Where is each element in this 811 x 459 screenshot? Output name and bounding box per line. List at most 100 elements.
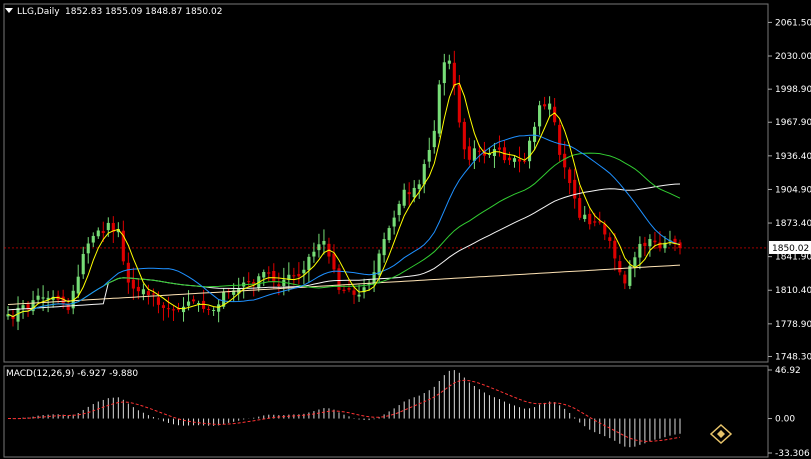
candle-body xyxy=(437,84,441,134)
candle-body xyxy=(6,314,10,317)
candle-body xyxy=(267,272,271,274)
candle-body xyxy=(131,279,135,289)
candle-body xyxy=(507,157,512,161)
chart-frames xyxy=(3,3,769,458)
candle-body xyxy=(191,299,196,302)
candle-body xyxy=(462,121,466,150)
candle-body xyxy=(442,62,446,84)
candle-body xyxy=(66,303,70,311)
candle-body xyxy=(11,315,15,319)
candle-body xyxy=(96,230,100,237)
candle-body xyxy=(628,265,632,286)
candle-body xyxy=(26,304,30,310)
candle-body xyxy=(648,239,652,247)
candle-body xyxy=(61,296,65,304)
candle-body xyxy=(362,287,366,293)
candle-body xyxy=(412,187,416,198)
candle-body xyxy=(588,213,592,225)
candle-body xyxy=(217,304,221,312)
candle-body xyxy=(347,288,351,290)
candle-body xyxy=(457,84,461,123)
candle-body xyxy=(372,272,376,284)
candle-body xyxy=(166,308,171,310)
macd-tick-label: 46.92 xyxy=(775,366,801,376)
candle-body xyxy=(51,296,55,300)
y-tick-label: 1904.90 xyxy=(775,185,811,195)
candle-body xyxy=(573,179,577,199)
candle-body xyxy=(477,150,481,152)
y-tick-label: 1873.40 xyxy=(775,219,811,229)
candle-body xyxy=(417,184,421,189)
candle-body xyxy=(81,253,85,275)
candle-body xyxy=(487,153,491,155)
candle-body xyxy=(207,308,211,310)
candle-body xyxy=(302,269,306,274)
candle-body xyxy=(543,104,547,107)
candle-body xyxy=(392,217,396,227)
sino-sound-diamond-icon xyxy=(709,423,733,445)
candle-body xyxy=(608,237,612,241)
candle-body xyxy=(151,293,155,295)
candle-body xyxy=(367,283,371,286)
current-price-label: 1850.02 xyxy=(772,244,809,254)
candle-body xyxy=(146,291,150,296)
y-tick-label: 1967.90 xyxy=(775,118,811,128)
macd-pane-frame xyxy=(3,365,769,458)
candle-body xyxy=(492,149,497,157)
candle-body xyxy=(613,240,617,259)
y-tick-label: 2030.00 xyxy=(775,52,811,62)
candle-body xyxy=(352,290,356,295)
candle-body xyxy=(21,305,25,309)
macd-tick-label: -33.306 xyxy=(775,449,810,459)
candle-body xyxy=(673,238,677,245)
candle-body xyxy=(558,124,562,155)
ma60-line xyxy=(7,152,681,318)
candle-body xyxy=(46,297,50,300)
candle-body xyxy=(643,242,647,247)
candle-body xyxy=(136,286,140,292)
chart-header: LLG,Daily 1852.83 1855.09 1848.87 1850.0… xyxy=(5,7,222,17)
candle-body xyxy=(382,239,386,256)
candle-body xyxy=(86,243,90,254)
candle-body xyxy=(653,240,657,243)
moving-averages xyxy=(7,82,681,318)
candle-body xyxy=(156,297,161,305)
candle-body xyxy=(287,274,291,280)
candle-body xyxy=(322,240,326,245)
candle-body xyxy=(111,222,115,232)
candle-body xyxy=(397,203,401,216)
candle-body xyxy=(212,309,216,311)
candle-body xyxy=(522,160,527,162)
candle-body xyxy=(197,303,201,305)
candle-body xyxy=(553,106,557,123)
candle-body xyxy=(407,192,411,195)
y-tick-label: 1810.40 xyxy=(775,286,811,296)
candle-body xyxy=(257,276,261,288)
y-tick-label: 1841.90 xyxy=(775,253,811,263)
candle-body xyxy=(638,243,642,258)
candle-body xyxy=(31,300,35,312)
candle-body xyxy=(337,268,341,290)
candle-body xyxy=(402,189,406,206)
candle-body xyxy=(252,282,256,285)
candle-body xyxy=(272,271,276,282)
macd-tick-label: 0.00 xyxy=(775,415,795,425)
candle-body xyxy=(467,146,471,160)
candle-body xyxy=(512,158,517,162)
candle-body xyxy=(116,229,120,233)
candle-body xyxy=(527,140,532,162)
candle-body xyxy=(332,253,336,270)
ma250-line xyxy=(7,264,681,305)
candle-body xyxy=(36,295,40,300)
candle-body xyxy=(277,284,281,286)
candle-body xyxy=(658,242,662,249)
dropdown-triangle-icon[interactable] xyxy=(5,8,13,13)
candle-body xyxy=(41,297,45,299)
candle-body xyxy=(593,221,597,223)
candle-body xyxy=(101,231,105,233)
candle-body xyxy=(452,62,456,87)
candle-body xyxy=(181,306,186,313)
y-tick-label: 1778.90 xyxy=(775,320,811,330)
candle-body xyxy=(447,60,451,64)
